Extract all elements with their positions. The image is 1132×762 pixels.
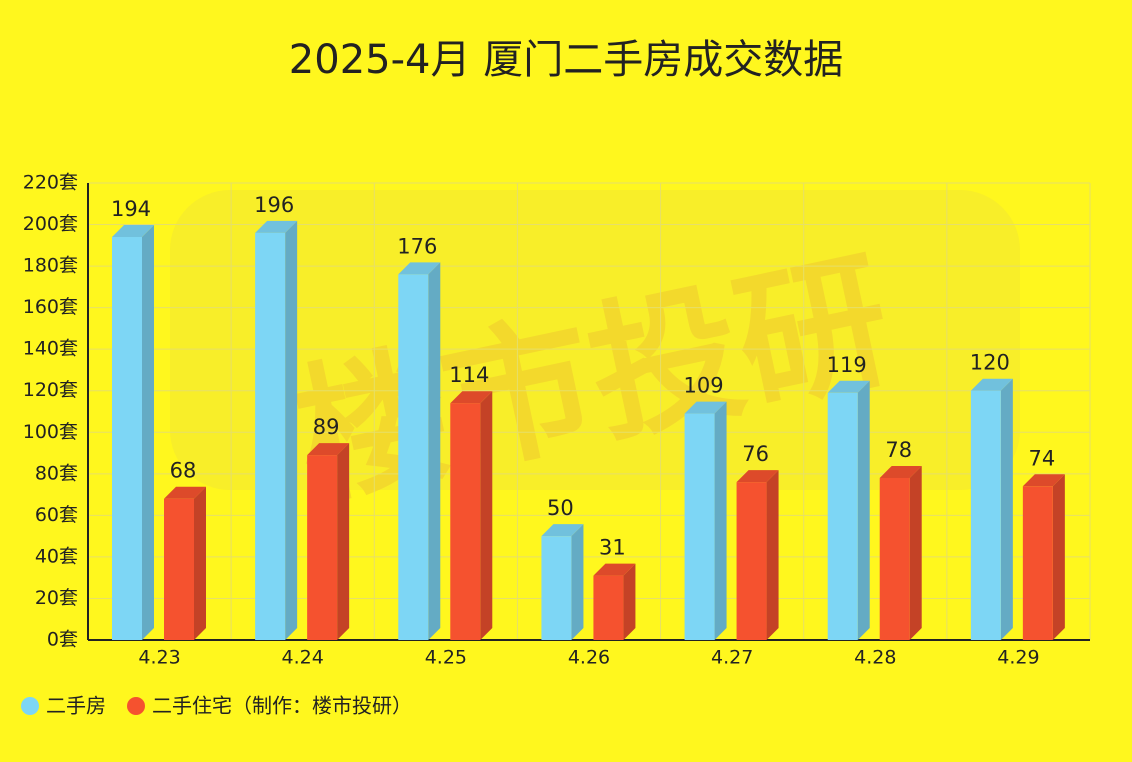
value-label: 109 xyxy=(684,374,724,398)
bar-top xyxy=(684,401,727,414)
bar-top xyxy=(255,220,298,233)
x-tick-label: 4.27 xyxy=(711,647,753,669)
value-label: 31 xyxy=(599,536,626,560)
x-tick-label: 4.26 xyxy=(568,647,610,669)
bar-side xyxy=(1000,378,1013,640)
y-tick-label: 0套 xyxy=(47,629,78,651)
bar xyxy=(541,536,572,640)
bar xyxy=(879,477,910,640)
chart-title: 2025-4月 厦门二手房成交数据 xyxy=(289,37,843,83)
bar-side xyxy=(623,563,636,640)
bar-top xyxy=(970,378,1013,391)
x-tick-label: 4.28 xyxy=(854,647,896,669)
bar-side xyxy=(480,391,493,640)
legend-marker xyxy=(127,697,145,715)
bar xyxy=(736,482,767,640)
bar-top xyxy=(164,486,206,499)
x-tick-label: 4.23 xyxy=(138,647,180,669)
bar-side xyxy=(194,486,206,640)
y-tick-label: 160套 xyxy=(23,296,78,318)
value-label: 78 xyxy=(885,438,912,462)
bar-top xyxy=(736,470,779,483)
bar xyxy=(307,455,338,640)
y-tick-label: 120套 xyxy=(23,379,78,401)
bar-top xyxy=(398,262,441,275)
bar-side xyxy=(142,225,154,640)
bar-side xyxy=(428,262,441,640)
bar-side xyxy=(571,524,584,640)
bar-top xyxy=(1022,474,1065,487)
value-label: 50 xyxy=(547,496,574,520)
bar-side xyxy=(714,401,727,640)
bar-top xyxy=(112,225,154,238)
bar-side xyxy=(766,470,779,640)
bar xyxy=(255,232,286,640)
y-tick-label: 80套 xyxy=(35,462,78,484)
bar-top xyxy=(541,524,584,537)
legend-label: 二手房 xyxy=(46,694,106,718)
bar xyxy=(684,413,715,640)
bar xyxy=(164,498,194,640)
value-label: 119 xyxy=(827,353,867,377)
x-tick-label: 4.25 xyxy=(425,647,467,669)
bar-side xyxy=(909,465,922,640)
bar xyxy=(970,390,1001,640)
value-label: 194 xyxy=(111,197,151,221)
y-tick-label: 40套 xyxy=(35,545,78,567)
bar-side xyxy=(337,443,350,640)
bar xyxy=(450,403,481,640)
value-label: 120 xyxy=(970,351,1010,375)
bar-top xyxy=(307,443,350,456)
bar xyxy=(827,392,858,640)
y-tick-label: 200套 xyxy=(23,213,78,235)
value-label: 68 xyxy=(170,459,197,483)
bar xyxy=(112,237,142,640)
value-label: 74 xyxy=(1028,446,1055,470)
value-label: 196 xyxy=(254,193,294,217)
bar xyxy=(593,575,624,640)
y-tick-label: 220套 xyxy=(23,172,78,194)
bar-side xyxy=(1052,474,1065,640)
bar-top xyxy=(879,465,922,478)
y-tick-label: 180套 xyxy=(23,255,78,277)
value-label: 89 xyxy=(313,415,340,439)
x-tick-label: 4.29 xyxy=(997,647,1039,669)
value-label: 176 xyxy=(397,234,437,258)
bar-top xyxy=(827,380,870,393)
bar xyxy=(398,274,429,640)
bar-top xyxy=(593,563,636,576)
watermark-box xyxy=(170,190,1020,490)
y-tick-label: 60套 xyxy=(35,504,78,526)
legend-marker xyxy=(21,697,39,715)
x-tick-label: 4.24 xyxy=(282,647,324,669)
bar-side xyxy=(285,220,298,640)
value-label: 76 xyxy=(742,442,769,466)
bar xyxy=(1022,486,1053,640)
legend-label: 二手住宅（制作：楼市投研） xyxy=(152,694,412,718)
value-label: 114 xyxy=(449,363,489,387)
y-tick-label: 140套 xyxy=(23,338,78,360)
y-tick-label: 100套 xyxy=(23,421,78,443)
bar-side xyxy=(857,380,870,640)
bar-top xyxy=(450,391,493,404)
y-tick-label: 20套 xyxy=(35,587,78,609)
